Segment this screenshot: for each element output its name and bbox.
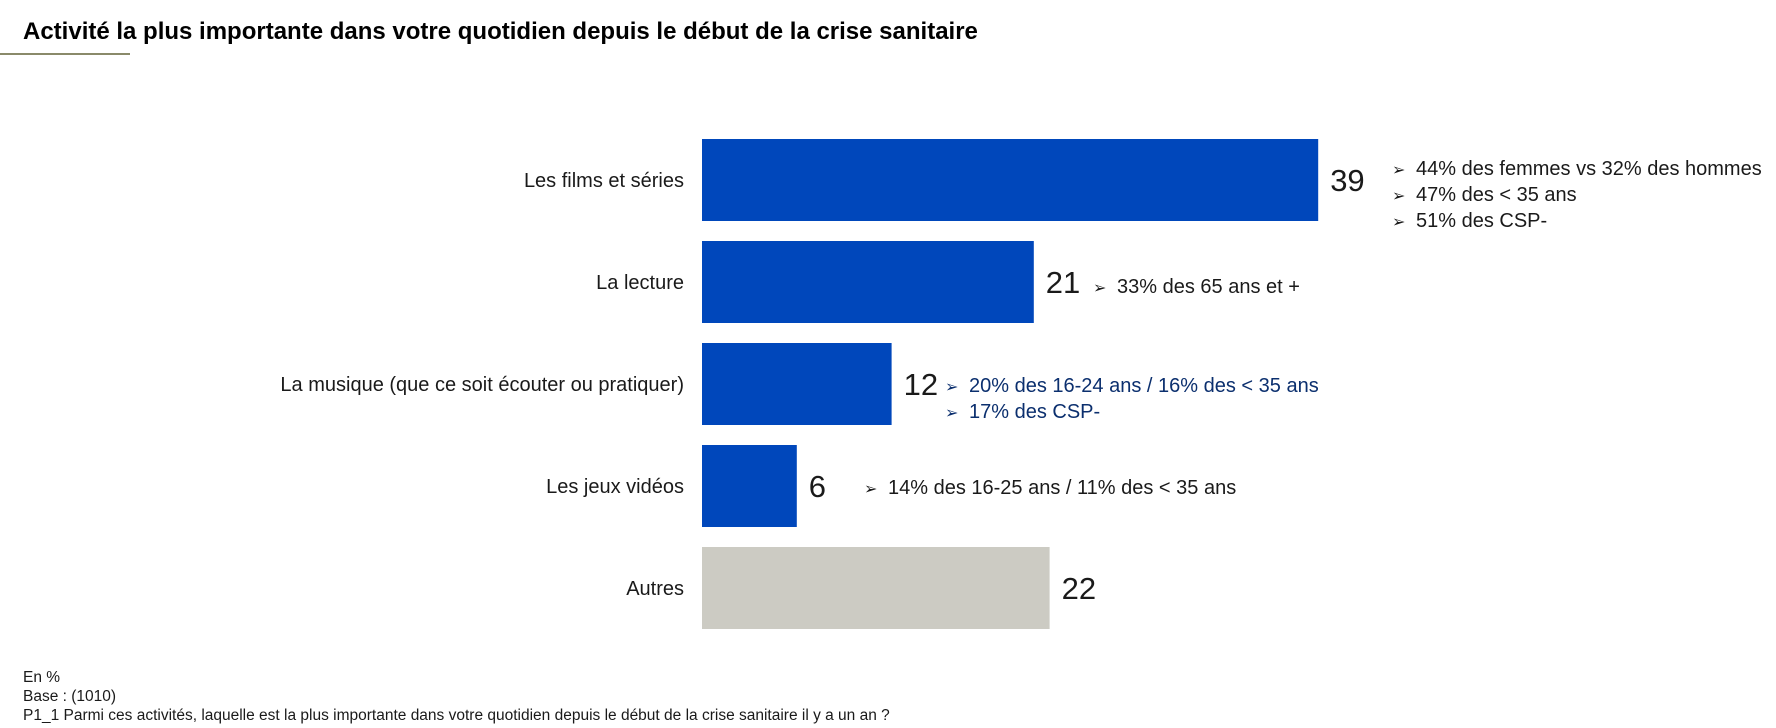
arrow-bullet-icon: ➢: [1392, 162, 1406, 179]
bar: [702, 241, 1034, 323]
annotation-line: ➢ 14% des 16-25 ans / 11% des < 35 ans: [864, 476, 1236, 502]
annotation-text: 51% des CSP-: [1416, 210, 1548, 232]
value-label: 21: [1046, 265, 1080, 300]
arrow-bullet-icon: ➢: [1093, 280, 1107, 297]
title-underline: [0, 53, 130, 55]
annotation-line: ➢ 51% des CSP-: [1392, 209, 1762, 235]
bar: [702, 445, 797, 527]
value-label: 22: [1062, 571, 1096, 606]
annotation-block: ➢ 33% des 65 ans et +: [1093, 275, 1300, 301]
value-label: 6: [809, 469, 826, 504]
footer: En % Base : (1010) P1_1 Parmi ces activi…: [23, 668, 890, 725]
annotation-line: ➢ 20% des 16-24 ans / 16% des < 35 ans: [945, 374, 1319, 400]
annotation-line: ➢ 44% des femmes vs 32% des hommes: [1392, 157, 1762, 183]
annotation-text: 20% des 16-24 ans / 16% des < 35 ans: [969, 375, 1319, 397]
arrow-bullet-icon: ➢: [864, 481, 878, 498]
arrow-bullet-icon: ➢: [945, 379, 959, 396]
page-title: Activité la plus importante dans votre q…: [23, 18, 978, 45]
bar: [702, 547, 1050, 629]
footer-unit: En %: [23, 669, 61, 686]
annotation-text: 33% des 65 ans et +: [1117, 276, 1300, 298]
category-label: Les films et séries: [524, 170, 684, 192]
annotation-text: 17% des CSP-: [969, 401, 1101, 423]
value-label: 12: [904, 367, 938, 402]
bar: [702, 343, 892, 425]
annotation-line: ➢ 47% des < 35 ans: [1392, 183, 1762, 209]
annotation-block: ➢ 14% des 16-25 ans / 11% des < 35 ans: [864, 476, 1236, 502]
annotation-text: 47% des < 35 ans: [1416, 184, 1577, 206]
value-label: 39: [1330, 163, 1364, 198]
annotation-block: ➢ 20% des 16-24 ans / 16% des < 35 ans ➢ 17…: [945, 374, 1319, 426]
annotation-line: ➢ 17% des CSP-: [945, 400, 1319, 426]
arrow-bullet-icon: ➢: [1392, 214, 1406, 231]
annotation-text: 14% des 16-25 ans / 11% des < 35 ans: [888, 477, 1237, 499]
annotation-line: ➢ 33% des 65 ans et +: [1093, 275, 1300, 301]
category-label: Les jeux vidéos: [546, 476, 684, 498]
category-label: La musique (que ce soit écouter ou prati…: [280, 374, 684, 396]
bar: [702, 139, 1319, 221]
category-label: Autres: [626, 578, 684, 600]
footer-base: Base : (1010): [23, 688, 117, 705]
arrow-bullet-icon: ➢: [1392, 188, 1406, 205]
category-label: La lecture: [596, 272, 684, 294]
footer-question: P1_1 Parmi ces activités, laquelle est l…: [23, 707, 890, 724]
arrow-bullet-icon: ➢: [945, 405, 959, 422]
annotation-block: ➢ 44% des femmes vs 32% des hommes ➢ 47% de…: [1392, 157, 1762, 235]
annotation-text: 44% des femmes vs 32% des hommes: [1416, 158, 1762, 180]
